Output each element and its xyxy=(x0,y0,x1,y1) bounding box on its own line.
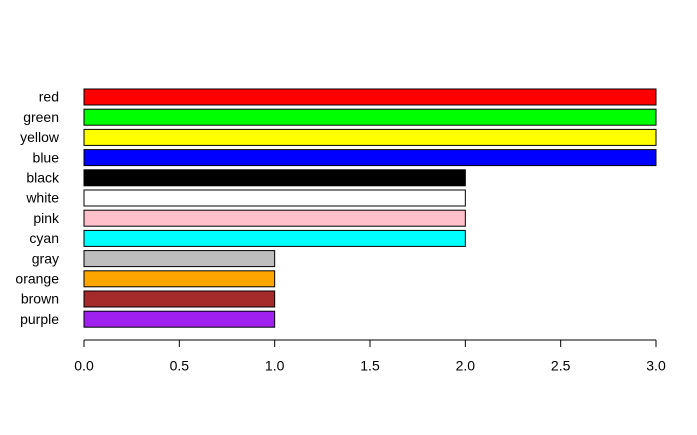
y-tick-label: cyan xyxy=(29,230,59,246)
bar xyxy=(83,209,466,227)
bar xyxy=(83,149,657,167)
x-tick-label: 1.0 xyxy=(265,358,285,374)
y-tick-label: white xyxy=(25,190,59,206)
y-tick-label: blue xyxy=(33,149,60,165)
x-tick-label: 2.5 xyxy=(551,358,571,374)
x-tick-label: 1.5 xyxy=(360,358,380,374)
x-tick-label: 0.0 xyxy=(74,358,94,374)
bar xyxy=(83,169,466,187)
y-tick-label: yellow xyxy=(20,129,60,145)
bar xyxy=(83,270,276,288)
bar xyxy=(83,108,657,126)
bar xyxy=(83,229,466,247)
bar xyxy=(83,310,276,328)
y-tick-label: pink xyxy=(33,210,60,226)
y-tick-label: brown xyxy=(21,291,59,307)
x-tick-label: 3.0 xyxy=(646,358,666,374)
y-tick-label: green xyxy=(23,109,59,125)
y-tick-label: orange xyxy=(15,271,59,287)
x-tick-label: 0.5 xyxy=(170,358,190,374)
y-tick-label: black xyxy=(26,170,60,186)
y-tick-label: purple xyxy=(20,311,59,327)
bar xyxy=(83,290,276,308)
bar xyxy=(83,88,657,106)
bar xyxy=(83,250,276,268)
bar xyxy=(83,189,466,207)
x-tick-label: 2.0 xyxy=(456,358,476,374)
y-tick-label: red xyxy=(39,89,59,105)
bar xyxy=(83,128,657,146)
y-tick-label: gray xyxy=(32,250,59,266)
